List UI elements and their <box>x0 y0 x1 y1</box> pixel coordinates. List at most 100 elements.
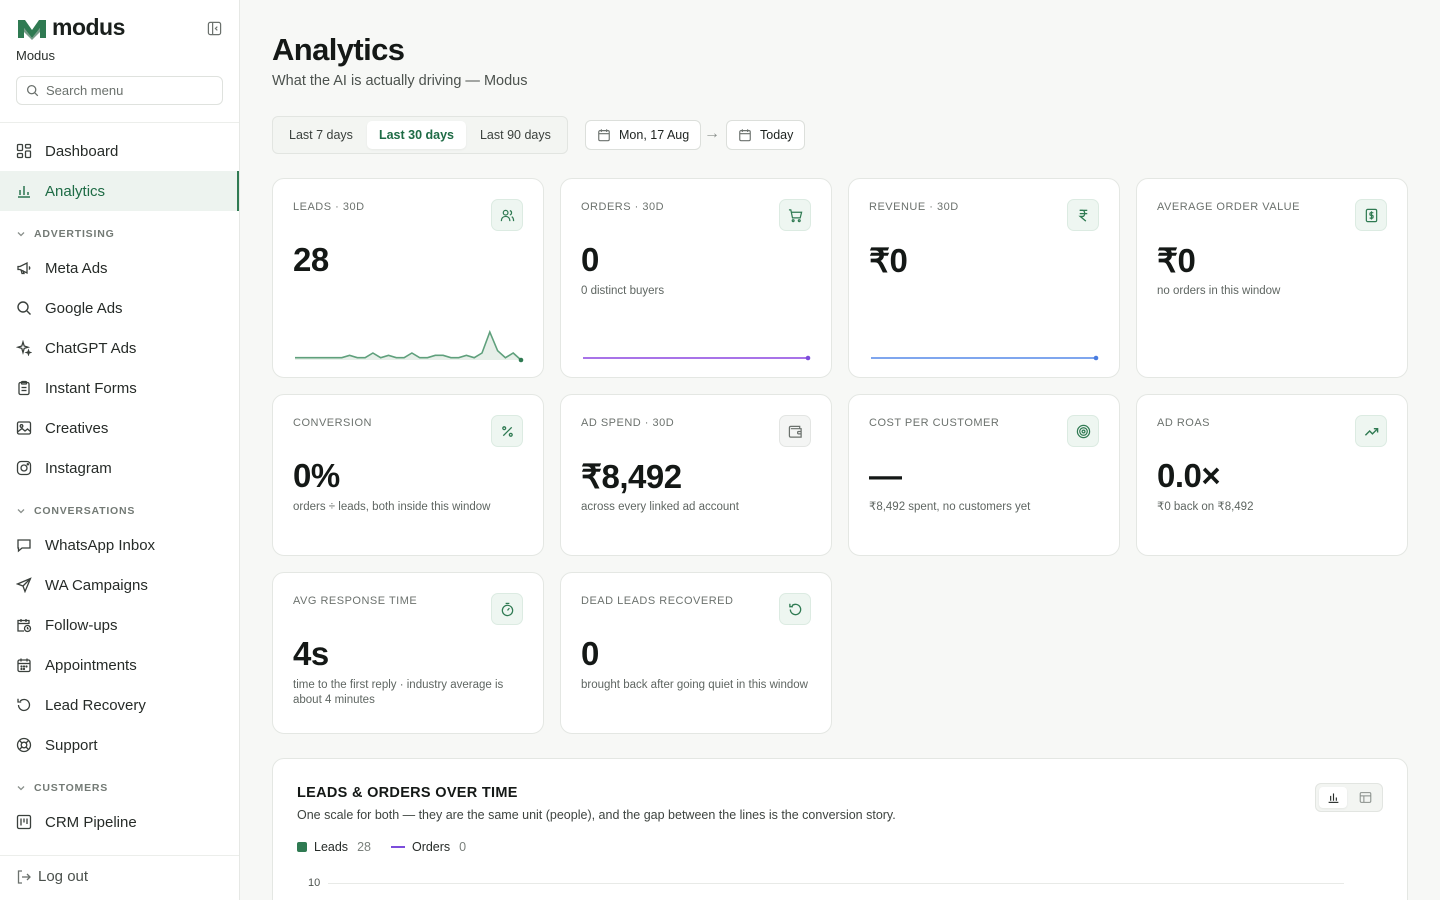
image-icon <box>16 421 32 435</box>
sidebar-item-instant-forms[interactable]: Instant Forms <box>0 368 239 408</box>
metric-value: ₹0 <box>869 242 908 279</box>
page-title: Analytics <box>272 32 405 67</box>
sidebar-item-meta-ads[interactable]: Meta Ads <box>0 248 239 288</box>
table-view-button[interactable] <box>1351 787 1379 808</box>
metric-label: AVG RESPONSE TIME <box>293 595 418 607</box>
legend-value: 28 <box>357 840 371 854</box>
cart-icon <box>779 199 811 231</box>
y-axis-tick: 10 <box>308 877 321 889</box>
metric-note: time to the first reply · industry avera… <box>293 679 504 706</box>
metric-note: no orders in this window <box>1157 285 1281 297</box>
legend-item-orders[interactable]: Orders 0 <box>390 840 467 854</box>
metric-card-average-order-value[interactable]: AVERAGE ORDER VALUE ₹0 no orders in this… <box>1136 178 1408 378</box>
metric-value: ₹8,492 <box>581 458 682 495</box>
date-range-tabs: Last 7 days Last 30 days Last 90 days <box>272 116 568 154</box>
section-advertising[interactable]: ADVERTISING <box>16 228 115 240</box>
metric-note: brought back after going quiet in this w… <box>581 679 808 691</box>
orders-sparkline <box>583 355 811 361</box>
legend-swatch <box>390 846 405 848</box>
main-content: Analytics What the AI is actually drivin… <box>240 0 1440 900</box>
chevron-down-icon <box>17 786 25 791</box>
legend-value: 0 <box>459 840 467 854</box>
search-input[interactable] <box>46 83 206 98</box>
trending-up-icon <box>1355 415 1387 447</box>
metric-note: across every linked ad account <box>581 501 739 513</box>
metric-card-orders[interactable]: ORDERS · 30D 0 0 distinct buyers <box>560 178 832 378</box>
sidebar-item-chatgpt-ads[interactable]: ChatGPT Ads <box>0 328 239 368</box>
legend-name: Leads <box>314 840 349 854</box>
sidebar-item-creatives[interactable]: Creatives <box>0 408 239 448</box>
arrow-right-icon: → <box>704 125 720 142</box>
sidebar-item-follow-ups[interactable]: Follow-ups <box>0 605 239 645</box>
logout-button[interactable]: Log out <box>16 868 88 885</box>
metric-card-ad-spend[interactable]: AD SPEND · 30D ₹8,492 across every linke… <box>560 394 832 556</box>
metric-label: REVENUE · 30D <box>869 201 959 213</box>
banknote-icon <box>1355 199 1387 231</box>
legend-item-leads[interactable]: Leads 28 <box>297 840 371 854</box>
date-to-button[interactable]: Today <box>726 120 806 150</box>
metric-card-dead-leads-recovered[interactable]: DEAD LEADS RECOVERED 0 brought back afte… <box>560 572 832 734</box>
calendar-icon <box>739 129 751 142</box>
metric-label: AD ROAS <box>1157 417 1211 429</box>
sidebar-item-instagram[interactable]: Instagram <box>0 448 239 488</box>
metric-label: AVERAGE ORDER VALUE <box>1157 201 1300 213</box>
sidebar-item-support[interactable]: Support <box>0 725 239 765</box>
sidebar-item-wa-campaigns[interactable]: WA Campaigns <box>0 565 239 605</box>
range-7-days-button[interactable]: Last 7 days <box>289 128 353 142</box>
chevron-down-icon <box>17 232 25 237</box>
metric-value: 4s <box>293 635 329 672</box>
sidebar-item-crm-pipeline[interactable]: CRM Pipeline <box>0 802 239 842</box>
metric-card-ad-roas[interactable]: AD ROAS 0.0× ₹0 back on ₹8,492 <box>1136 394 1408 556</box>
brand-logo[interactable]: modus <box>16 14 125 41</box>
sidebar-item-google-ads[interactable]: Google Ads <box>0 288 239 328</box>
sidebar-item-label: WhatsApp Inbox <box>45 536 156 554</box>
metric-card-conversion[interactable]: CONVERSION 0% orders ÷ leads, both insid… <box>272 394 544 556</box>
sidebar-item-label: Instant Forms <box>45 379 137 397</box>
sidebar-item-analytics[interactable]: Analytics <box>0 171 239 211</box>
metric-note: orders ÷ leads, both inside this window <box>293 501 491 513</box>
sidebar-item-lead-recovery[interactable]: Lead Recovery <box>0 685 239 725</box>
metric-card-revenue[interactable]: REVENUE · 30D ₹0 <box>848 178 1120 378</box>
log-out-icon <box>17 869 31 884</box>
metric-card-leads[interactable]: LEADS · 30D 28 <box>272 178 544 378</box>
instagram-icon <box>16 460 32 476</box>
calendar-icon <box>598 129 610 142</box>
leads-orders-chart-panel: LEADS & ORDERS OVER TIME One scale for b… <box>272 758 1408 900</box>
leads-sparkline <box>295 329 524 363</box>
chart-view-button[interactable] <box>1319 787 1347 808</box>
chart-legend: Leads 28 Orders 0 <box>297 840 466 854</box>
metric-label: DEAD LEADS RECOVERED <box>581 595 734 607</box>
section-label: ADVERTISING <box>34 228 115 240</box>
metric-value: ₹0 <box>1157 242 1196 279</box>
sidebar-item-label: WA Campaigns <box>45 576 148 594</box>
sparkline-line <box>295 329 522 361</box>
legend-name: Orders <box>411 840 451 854</box>
dashboard-icon <box>16 143 32 159</box>
wallet-icon <box>779 415 811 447</box>
section-conversations[interactable]: CONVERSATIONS <box>16 505 135 517</box>
rotate-ccw-icon <box>779 593 811 625</box>
metric-value: 0 <box>581 635 599 672</box>
sidebar-item-label: ChatGPT Ads <box>45 339 137 357</box>
sidebar-item-whatsapp-inbox[interactable]: WhatsApp Inbox <box>0 525 239 565</box>
metric-value: — <box>869 457 902 494</box>
sidebar-item-label: Follow-ups <box>45 616 118 634</box>
metric-card-cost-per-customer[interactable]: COST PER CUSTOMER — ₹8,492 spent, no cus… <box>848 394 1120 556</box>
section-customers[interactable]: CUSTOMERS <box>16 782 108 794</box>
metric-note: ₹8,492 spent, no customers yet <box>869 501 1031 513</box>
metric-value: 28 <box>293 241 329 278</box>
collapse-sidebar-button[interactable] <box>205 19 223 37</box>
search-box[interactable] <box>16 76 223 105</box>
sidebar-item-appointments[interactable]: Appointments <box>0 645 239 685</box>
bar-chart-icon <box>1328 793 1338 803</box>
metric-label: LEADS · 30D <box>293 201 365 213</box>
sidebar-item-label: Creatives <box>45 419 109 437</box>
revenue-sparkline <box>871 355 1099 361</box>
sidebar-item-label: Appointments <box>45 656 137 674</box>
sidebar-item-dashboard[interactable]: Dashboard <box>0 131 239 171</box>
date-from-button[interactable]: Mon, 17 Aug <box>585 120 702 150</box>
metric-card-avg-response-time[interactable]: AVG RESPONSE TIME 4s time to the first r… <box>272 572 544 734</box>
legend-swatch <box>297 842 307 852</box>
range-90-days-button[interactable]: Last 90 days <box>479 128 551 142</box>
range-30-days-button[interactable]: Last 30 days <box>366 121 466 149</box>
